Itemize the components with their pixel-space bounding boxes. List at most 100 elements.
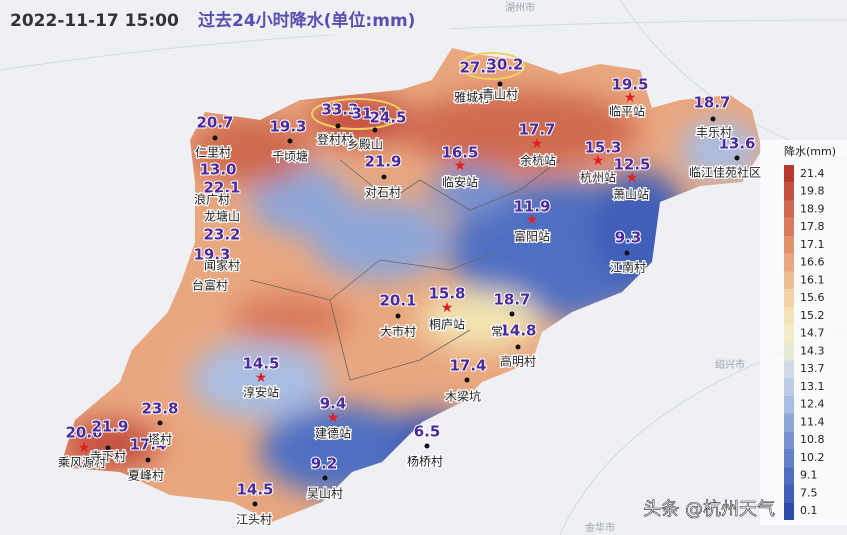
station-name: 龙塘山 [204,209,240,224]
station-name: 青山村 [482,88,518,102]
station-value: 12.5 [613,156,650,174]
legend-swatch [784,466,794,485]
legend-level: 18.9 [800,202,825,215]
station-name: 夏峰村 [128,469,164,483]
station-value: 19.3 [193,246,230,264]
legend-swatch [784,236,794,254]
station-value: 24.5 [369,109,406,127]
legend-level: 12.4 [800,398,825,411]
legend-level: 21.4 [800,167,825,180]
station-name: 乘风源村 [58,456,106,470]
station-dot [157,420,163,426]
watermark: 头条 @杭州天气 [643,499,775,520]
legend-swatch [784,431,794,449]
station-star: ★ [441,300,454,316]
station-name: 塔村 [148,433,172,447]
station-name: 江头村 [236,513,272,527]
station-value: 15.8 [428,285,465,303]
station-dot [252,501,258,507]
station-star: ★ [526,212,539,228]
station-name: 杨桥村 [407,454,443,469]
station-value: 20.1 [379,292,416,310]
station-value: 6.5 [414,423,441,441]
legend-swatch [784,342,794,361]
station-star: ★ [255,370,268,386]
station-value: 18.7 [693,94,730,112]
legend-swatch [784,218,794,236]
station-name: 雅城村 [454,90,490,105]
legend-swatch [784,307,794,325]
station-name: 对石村 [365,186,401,200]
station-value: 18.7 [493,291,530,309]
station-star: ★ [454,158,467,174]
station-value: 23.8 [141,400,178,418]
station-dot [710,116,716,122]
highlight [459,52,525,80]
station-name: 临江佳苑社区 [689,165,761,180]
station-value: 16.5 [441,144,478,162]
legend-level: 13.7 [800,362,825,375]
station-name: 登村村 [317,132,353,147]
legend-swatch [784,484,794,503]
station-value: 21.9 [91,418,128,436]
station-value: 17.4 [129,436,166,454]
station-name: 建德站 [315,426,351,441]
legend-swatch [784,324,794,343]
station-value: 9.4 [320,395,347,413]
legend-swatch [784,182,794,201]
station-dot [372,127,378,133]
station-dot [335,123,341,129]
station-value: 13.6 [718,135,755,153]
station-star: ★ [624,90,637,106]
station-value: 19.3 [269,118,306,136]
station-name: 仁里村 [195,146,231,160]
highlight [311,98,403,130]
region-label: 湖州市 [505,1,535,14]
legend-level: 16.6 [800,256,825,269]
station-dot [734,155,740,161]
legend-swatch [784,502,794,520]
legend-swatch [784,289,794,307]
station-star: ★ [78,440,91,456]
legend-level: 13.1 [800,380,825,393]
station-name: 临平站 [609,105,645,119]
station-name: 浪广村 [194,192,230,207]
legend-level: 0.1 [800,504,818,517]
legend-swatch [784,378,794,396]
legend-level: 9.1 [800,469,818,482]
station-name: 闻家村 [204,258,240,273]
station-value: 20.7 [196,114,233,132]
station-name: 余杭站 [520,153,556,168]
station-value: 30.2 [486,56,523,74]
station-dot [515,344,521,350]
station-name: 丰乐村 [696,126,732,140]
legend-level: 14.7 [800,327,825,340]
station-star: ★ [626,170,639,186]
station-dot [322,475,328,481]
legend-swatch [784,200,794,219]
station-dot [424,443,430,449]
legend-level: 19.8 [800,185,825,198]
station-value: 9.3 [615,229,642,247]
station-dot [212,135,218,141]
header-bg [0,5,450,35]
station-value: 33.3 [321,101,358,119]
station-name: 高明村 [500,354,536,369]
station-name: 江南村 [610,260,646,275]
station-value: 17.7 [518,121,555,139]
station-star: ★ [327,410,340,426]
station-name: 桐庐站 [429,317,465,332]
legend-swatch [784,253,794,272]
legend-level: 17.1 [800,238,825,251]
station-name: 淳安站 [243,385,279,400]
station-value: 15.3 [584,139,621,157]
station-star: ★ [531,136,544,152]
region-label: 绍兴市 [715,358,745,371]
station-dot [105,445,111,451]
station-dot [624,250,630,256]
station-value: 13.0 [199,161,236,179]
station-name: 杭州站 [580,170,616,185]
legend-swatch [784,449,794,467]
station-value: 23.2 [203,226,240,244]
